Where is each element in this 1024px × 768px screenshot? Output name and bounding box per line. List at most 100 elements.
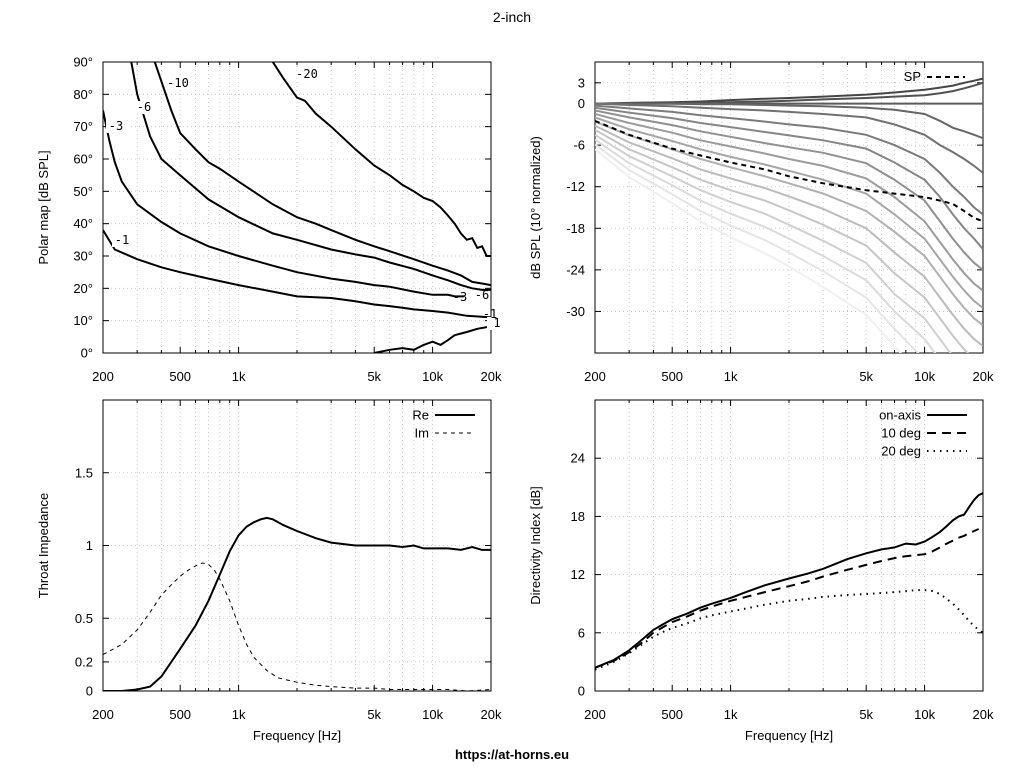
- contour-label-bg: [168, 77, 194, 90]
- x-tick-label: 500: [661, 369, 683, 384]
- spl-panel: 200 500 1k 5k 10k 20k 3 0 -6 -12 -18 -24 -30 dB SPL (…: [528, 61, 994, 384]
- x-tick-label: 1k: [724, 369, 738, 384]
- contour-label: -6: [137, 100, 151, 114]
- contour-label-bg: [134, 101, 158, 114]
- x-tick-label: 10k: [914, 369, 935, 384]
- y-tick-label: 90°: [73, 55, 93, 70]
- y-tick-label: 6: [578, 625, 585, 640]
- y-tick-label: 0.2: [75, 654, 93, 669]
- legend-label: Im: [415, 426, 429, 441]
- x-axis-label: Frequency [Hz]: [745, 728, 833, 743]
- polar-response-line: [595, 109, 983, 271]
- contour-label-bg: [487, 317, 509, 330]
- x-tick-label: 200: [92, 707, 114, 722]
- series-group: [103, 62, 491, 353]
- y-tick-label: 10°: [73, 313, 93, 328]
- y-tick-label: -30: [566, 304, 585, 319]
- series-line: [103, 516, 491, 691]
- series-group: [595, 492, 983, 671]
- series-line: [595, 589, 983, 671]
- x-tick-label: 5k: [859, 369, 873, 384]
- x-tick-label: 1k: [724, 707, 738, 722]
- series-group: [103, 516, 491, 691]
- y-tick-label: 0: [578, 96, 585, 111]
- x-tick-label: 1k: [232, 369, 246, 384]
- x-tick-label: 200: [584, 707, 606, 722]
- grid: [594, 400, 984, 692]
- x-tick-label: 20k: [973, 707, 994, 722]
- x-axis-label: Frequency [Hz]: [253, 728, 341, 743]
- y-tick-label: 60°: [73, 152, 93, 167]
- figure-title: 2-inch: [493, 9, 531, 25]
- polar-response-line: [595, 116, 983, 309]
- contour-label: -3: [453, 290, 467, 304]
- contour-line: [271, 62, 491, 257]
- contour-line: [130, 62, 491, 291]
- x-tick-label: 200: [584, 369, 606, 384]
- y-tick-label: 12: [571, 567, 585, 582]
- polar-response-line: [595, 77, 983, 105]
- x-tick-label: 10k: [914, 707, 935, 722]
- contour-line: [373, 326, 491, 353]
- y-tick-label: 50°: [73, 184, 93, 199]
- y-tick-label: 1: [86, 538, 93, 553]
- series-line: [595, 528, 980, 669]
- y-tick-label: 20°: [73, 281, 93, 296]
- polar-response-line: [595, 106, 983, 250]
- grid: [102, 400, 492, 692]
- x-tick-label: 1k: [232, 707, 246, 722]
- y-tick-label: 18: [571, 509, 585, 524]
- y-tick-label: 1.5: [75, 465, 93, 480]
- polar-response-line: [595, 113, 983, 292]
- y-tick-label: -24: [566, 262, 585, 277]
- x-tick-label: 10k: [422, 707, 443, 722]
- polar-response-line: [595, 102, 983, 174]
- polar-response-line: [595, 143, 920, 353]
- directivity-index-panel: 200 500 1k 5k 10k 20k 0 6 12 18 24 Directivity Inde…: [528, 399, 994, 743]
- grid: [102, 61, 492, 354]
- contour-label: -20: [296, 67, 318, 81]
- contour-label: -3: [109, 119, 123, 133]
- y-tick-label: 80°: [73, 87, 93, 102]
- y-tick-label: -18: [566, 221, 585, 236]
- y-tick-label: 24: [571, 451, 585, 466]
- contour-label: -1: [483, 307, 497, 321]
- x-tick-label: 20k: [973, 369, 994, 384]
- polar-response-line: [595, 81, 983, 105]
- contour-label-bg: [112, 234, 136, 247]
- contour-label: 1: [493, 316, 500, 330]
- legend-label: Re: [412, 408, 429, 423]
- y-axis-label: Throat Impedance: [36, 493, 51, 599]
- polar-response-line: [595, 133, 952, 353]
- x-tick-label: 500: [169, 707, 191, 722]
- polar-response-line: [595, 124, 983, 347]
- polar-response-line: [595, 138, 937, 353]
- contour-label: -6: [475, 288, 489, 302]
- x-tick-label: 5k: [859, 707, 873, 722]
- contour-line: [103, 229, 491, 319]
- plot-frame: [102, 399, 492, 692]
- x-tick-label: 5k: [367, 707, 381, 722]
- footer-url: https://at-horns.eu: [455, 747, 569, 762]
- y-tick-label: 0°: [81, 346, 93, 361]
- x-tick-label: 500: [661, 707, 683, 722]
- y-tick-label: 0: [86, 684, 93, 699]
- plot-frame: [594, 399, 984, 692]
- series-line: [103, 562, 491, 691]
- polar-response-line: [595, 120, 983, 327]
- legend-label: on-axis: [879, 408, 921, 423]
- contour-label: -1: [115, 233, 129, 247]
- y-tick-label: 30°: [73, 249, 93, 264]
- y-tick-label: -12: [566, 179, 585, 194]
- y-tick-label: 0: [578, 684, 585, 699]
- x-tick-label: 20k: [481, 707, 502, 722]
- y-tick-label: 3: [578, 75, 585, 90]
- throat-impedance-panel: 200 500 1k 5k 10k 20k 0 0.2 0.5 1 1.5 Throat Impeda…: [36, 399, 502, 743]
- polar-response-line: [595, 102, 983, 140]
- y-tick-label: 0.5: [75, 611, 93, 626]
- legend-label: SP: [904, 69, 921, 84]
- contour-line: [103, 110, 464, 298]
- x-tick-label: 20k: [481, 369, 502, 384]
- x-tick-label: 500: [169, 369, 191, 384]
